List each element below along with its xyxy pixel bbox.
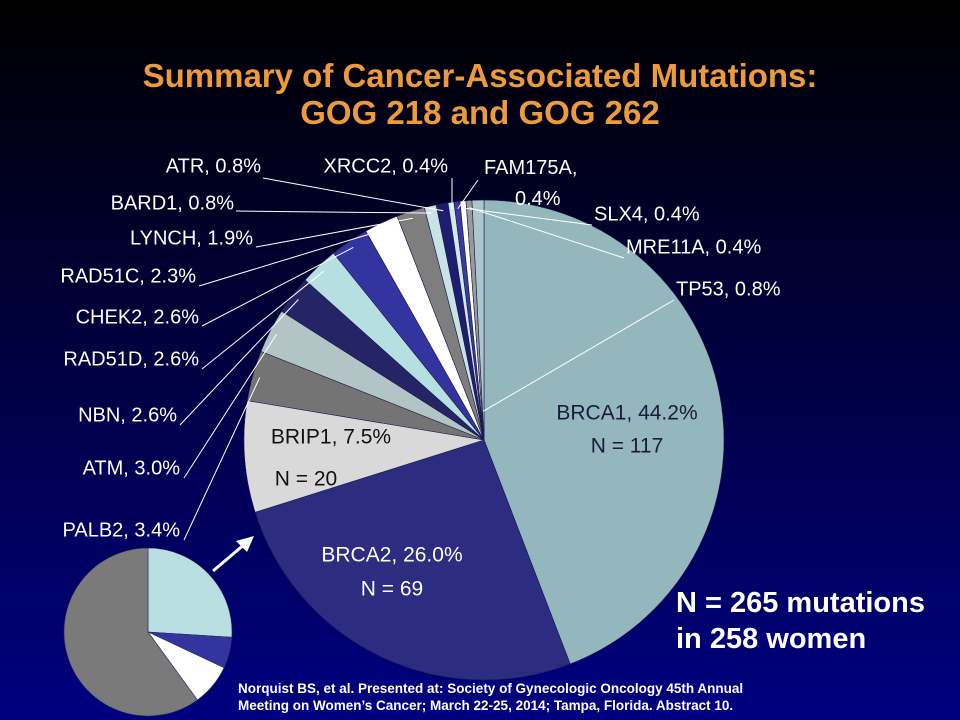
leader-line-lynch — [255, 217, 413, 248]
slice-label-chek2: CHEK2, 2.6% — [76, 306, 200, 328]
arrow-head-icon — [236, 536, 254, 552]
leader-line-nbn — [179, 299, 299, 426]
citation-line1: Norquist BS, et al. Presented at: Societ… — [238, 681, 744, 696]
pie-slice-tp53 — [471, 199, 485, 441]
summary-line1: N = 265 mutations — [676, 587, 925, 619]
leader-line-fam175a — [457, 179, 479, 209]
pie-slice-brca2 — [254, 439, 571, 681]
slice-label-rad51d: RAD51D, 2.6% — [63, 348, 199, 370]
pie-slice-brca1 — [483, 199, 725, 665]
leader-line-tp53 — [483, 299, 675, 412]
leader-line-atr — [262, 177, 444, 212]
leader-line-chek2 — [201, 246, 354, 327]
slice-label-tp53: TP53, 0.8% — [676, 278, 781, 300]
inset-pie-slice-0 — [147, 547, 233, 638]
slice-label-xrcc2: XRCC2, 0.4% — [324, 155, 449, 177]
slice-label-brip1: BRIP1, 7.5% — [271, 426, 391, 449]
citation-line2: Meeting on Women’s Cancer; March 22-25, … — [238, 698, 734, 713]
leader-line-palb2 — [183, 377, 261, 541]
leader-line-rad51d — [201, 270, 325, 370]
summary-line2: in 258 women — [676, 623, 867, 655]
slice-label-brca2: BRCA2, 26.0% — [321, 544, 462, 567]
inset-pie-slice-3 — [63, 547, 198, 717]
slice-count-brip1: N = 20 — [275, 468, 337, 491]
slice-label-brca1: BRCA1, 44.2% — [556, 402, 697, 425]
slice-label-slx4: SLX4, 0.4% — [594, 203, 700, 225]
chart-title-line2: GOG 218 and GOG 262 — [300, 94, 660, 131]
slice-label-nbn: NBN, 2.6% — [78, 404, 177, 426]
leader-line-rad51c — [198, 229, 385, 287]
leader-line-mre11a — [469, 207, 625, 259]
leader-line-atm — [183, 333, 278, 479]
slice-label-bard1: BARD1, 0.8% — [111, 192, 235, 214]
slice-label-atr: ATR, 0.8% — [166, 155, 261, 177]
slice-label-fam175a: FAM175A, 0.4% — [484, 157, 577, 210]
pie-slice-brip1 — [243, 400, 485, 513]
slice-count-brca2: N = 69 — [361, 578, 423, 601]
slice-label-lynch: LYNCH, 1.9% — [130, 227, 253, 249]
slice-count-brca1: N = 117 — [591, 435, 664, 458]
leader-line-bard1 — [235, 210, 432, 214]
leader-line-slx4 — [463, 207, 593, 226]
chart-title-line1: Summary of Cancer-Associated Mutations: — [142, 57, 818, 94]
slice-label-atm: ATM, 3.0% — [83, 457, 181, 479]
slice-label-mre11a: MRE11A, 0.4% — [626, 236, 761, 258]
slice-label-rad51c: RAD51C, 2.3% — [60, 265, 196, 287]
slice-label-palb2: PALB2, 3.4% — [63, 519, 181, 541]
arrow-line — [212, 541, 247, 573]
